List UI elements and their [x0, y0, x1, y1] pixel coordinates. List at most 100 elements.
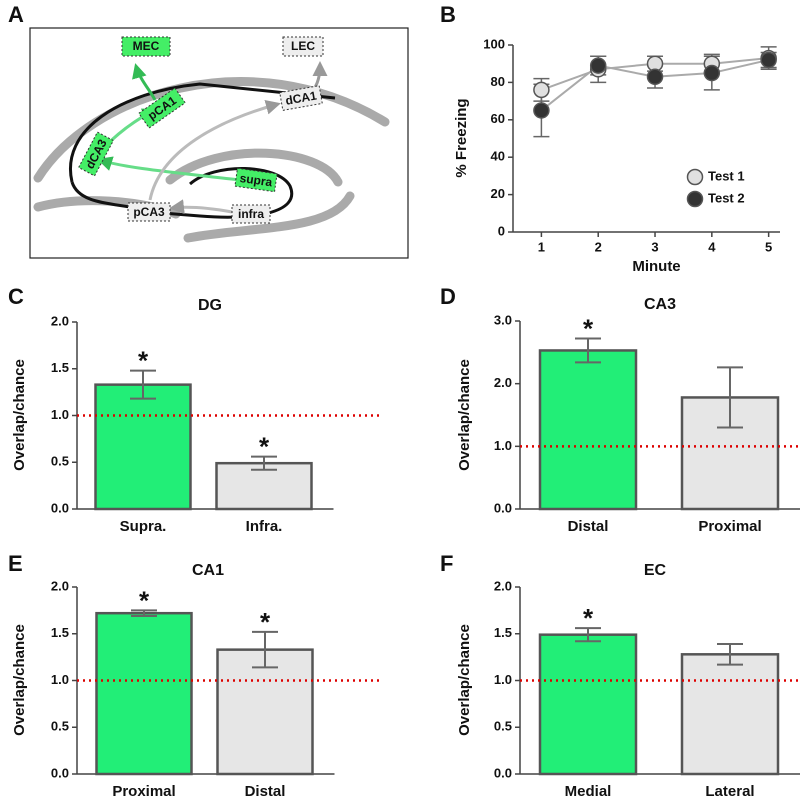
point	[589, 57, 607, 74]
y-tick-label: 1.5	[51, 360, 69, 375]
label-box	[77, 131, 115, 177]
y-tick-label: 60	[491, 111, 505, 126]
x-tick-label: Infra.	[246, 518, 283, 535]
bar	[538, 633, 638, 776]
y-axis-label: Overlap/chance	[456, 624, 473, 736]
x-tick-label: Distal	[245, 783, 286, 800]
error-bar	[131, 609, 157, 617]
y-tick-label: 20	[491, 186, 505, 201]
y-axis-label: Overlap/chance	[456, 359, 473, 471]
y-tick-label: 0.5	[51, 454, 69, 469]
y-axis-label: % Freezing	[453, 98, 470, 177]
x-tick-label: Lateral	[705, 783, 754, 800]
significance-mark: *	[259, 432, 270, 462]
x-tick-label: Supra.	[120, 518, 167, 535]
y-tick-label: 2.0	[51, 313, 69, 328]
legend-label: Test 1	[708, 168, 745, 183]
x-tick-label: 4	[708, 239, 716, 254]
diagram-frame	[29, 27, 409, 259]
error-bar	[575, 337, 601, 364]
bar	[95, 611, 193, 776]
label-box	[231, 204, 271, 224]
region-label: infra	[238, 207, 264, 221]
point	[533, 81, 550, 99]
cell-layer	[69, 82, 336, 219]
y-tick-label: 0.5	[494, 719, 512, 734]
x-tick-label: Proximal	[698, 518, 761, 535]
diagram: A MEC LEC pCA1	[8, 2, 409, 259]
y-tick-label: 1.0	[494, 438, 512, 453]
label-box	[127, 202, 171, 222]
region-label: LEC	[291, 39, 315, 53]
region-labels: MEC LEC pCA1 dCA1 dCA3 pCA3 supra inf	[77, 36, 324, 224]
y-tick-label: 1.5	[51, 625, 69, 640]
point	[646, 68, 664, 86]
legend-marker	[686, 168, 704, 186]
chart-title: DG	[198, 297, 222, 314]
significance-mark: *	[583, 313, 594, 343]
x-tick-label: 5	[765, 239, 772, 254]
significance-mark: *	[138, 345, 149, 375]
bar	[94, 383, 192, 511]
y-tick-label: 100	[483, 36, 505, 51]
y-tick-label: 0.0	[51, 765, 69, 780]
region-label: supra	[239, 171, 274, 189]
x-tick-label: Distal	[568, 518, 609, 535]
chart-title: CA3	[644, 296, 676, 313]
legend-label: Test 2	[708, 190, 745, 205]
y-tick-label: 1.0	[51, 407, 69, 422]
region-label: pCA3	[133, 205, 165, 219]
region-label: MEC	[133, 39, 160, 53]
chart-title: CA1	[192, 562, 224, 579]
panel-label: C	[8, 284, 24, 309]
x-tick-label: 1	[538, 239, 545, 254]
y-tick-label: 2.0	[494, 375, 512, 390]
x-tick-label: Medial	[565, 783, 612, 800]
y-tick-label: 0.0	[51, 500, 69, 515]
error-bar	[130, 369, 156, 400]
x-tick-label: 3	[651, 239, 658, 254]
panel-label: E	[8, 551, 23, 576]
panel-label: A	[8, 2, 24, 27]
bar	[538, 349, 638, 511]
legend-marker	[686, 190, 704, 208]
panel-label: D	[440, 284, 456, 309]
panel-label: F	[440, 551, 453, 576]
y-tick-label: 2.0	[51, 578, 69, 593]
label-box	[279, 85, 323, 111]
label-box	[282, 36, 324, 57]
significance-mark: *	[139, 585, 150, 615]
y-tick-label: 0.0	[494, 500, 512, 515]
x-tick-label: 2	[595, 239, 602, 254]
chart-title: EC	[644, 562, 667, 579]
significance-mark: *	[260, 607, 271, 637]
y-tick-label: 0.5	[51, 719, 69, 734]
bar	[680, 653, 780, 776]
error-bar	[717, 366, 743, 429]
significance-mark: *	[583, 603, 594, 633]
error-bar	[251, 455, 277, 471]
region-label: dCA1	[284, 88, 318, 107]
bar	[216, 648, 314, 776]
y-tick-label: 2.0	[494, 578, 512, 593]
error-bar	[252, 630, 278, 669]
x-tick-label: Proximal	[112, 783, 175, 800]
y-tick-label: 0.0	[494, 765, 512, 780]
error-bar	[717, 643, 743, 666]
y-axis-label: Overlap/chance	[11, 359, 28, 471]
y-tick-label: 3.0	[494, 312, 512, 327]
panel-label: B	[440, 2, 456, 27]
y-axis-label: Overlap/chance	[11, 624, 28, 736]
error-bar	[575, 627, 601, 643]
label-box	[121, 36, 171, 57]
y-tick-label: 1.5	[494, 625, 512, 640]
y-tick-label: 0	[498, 223, 505, 238]
y-tick-label: 1.0	[494, 672, 512, 687]
point	[703, 64, 721, 82]
label-box	[138, 87, 186, 129]
x-axis-label: Minute	[632, 258, 680, 275]
y-tick-label: 80	[491, 74, 505, 89]
y-tick-label: 1.0	[51, 672, 69, 687]
point	[760, 51, 777, 69]
